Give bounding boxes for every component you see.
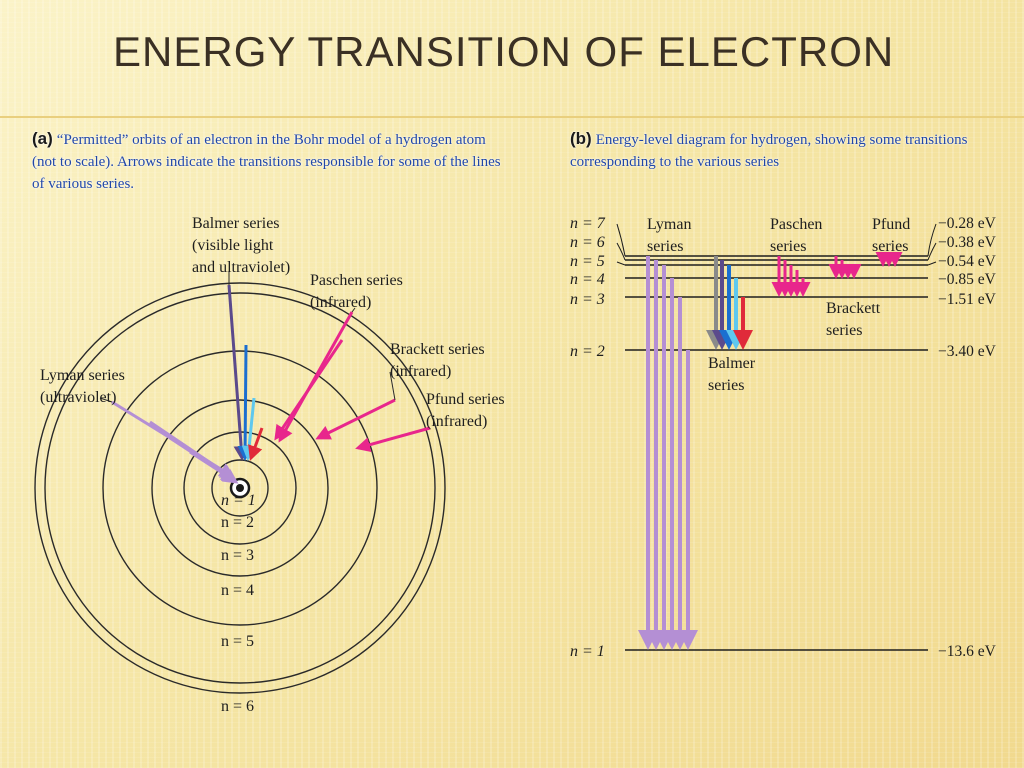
level-brackett-label-1: Brackett	[826, 300, 881, 317]
paschen-arrow	[274, 339, 344, 441]
level-energy-label: −3.40 eV	[938, 343, 997, 360]
level-lyman-label-2: series	[647, 238, 683, 255]
level-energy-label: −0.85 eV	[938, 271, 997, 288]
orbit-label-n1: n = 1	[221, 492, 256, 509]
level-lyman-label-1: Lyman	[647, 216, 691, 233]
level-balmer-arrows	[706, 256, 753, 350]
orbit-n5	[44, 292, 436, 684]
orbit-label-n5: n = 5	[221, 633, 254, 650]
bohr-lyman-arrows	[111, 400, 239, 484]
level-pfund-label-2: series	[872, 238, 908, 255]
orbit-n6	[34, 282, 446, 694]
level-energy-labels: −0.28 eV −0.38 eV −0.54 eV −0.85 eV −1.5…	[938, 215, 997, 660]
level-n-labels: n = 7 n = 6 n = 5 n = 4 n = 3 n = 2 n = …	[570, 215, 606, 660]
level-energy-label: −0.28 eV	[938, 215, 997, 232]
bohr-balmer-label-2: (visible light	[192, 237, 274, 254]
orbit-label-n6: n = 6	[221, 698, 254, 715]
level-paschen-arrows	[771, 256, 811, 297]
brackett-arrow	[315, 398, 396, 440]
slide-title: ENERGY TRANSITION OF ELECTRON	[113, 28, 895, 75]
level-energy-label: −0.38 eV	[938, 234, 997, 251]
level-brackett-arrows	[828, 256, 862, 279]
level-n-label: n = 3	[570, 291, 605, 308]
balmer-arrow-violet	[227, 284, 249, 461]
level-paschen-label-1: Paschen	[770, 216, 822, 233]
level-n-label: n = 2	[570, 343, 605, 360]
bohr-balmer-label-1: Balmer series	[192, 215, 280, 232]
level-energy-label: −0.54 eV	[938, 253, 997, 270]
bohr-paschen-label-1: Paschen series	[310, 272, 403, 289]
orbit-label-n4: n = 4	[221, 582, 254, 599]
bohr-brackett-label-2: (infrared)	[390, 363, 451, 380]
bohr-leaders	[228, 272, 396, 401]
level-paschen-label-2: series	[770, 238, 806, 255]
level-lyman-arrows	[638, 256, 698, 650]
level-n-label: n = 5	[570, 253, 605, 270]
bohr-balmer-label-3: and ultraviolet)	[192, 259, 290, 276]
orbit-labels: n = 1 n = 2 n = 3 n = 4 n = 5 n = 6	[221, 492, 256, 715]
caption-b-tag: (b)	[570, 129, 592, 148]
level-energy-label: −1.51 eV	[938, 291, 997, 308]
level-balmer-label-1: Balmer	[708, 355, 756, 372]
energy-levels	[625, 255, 928, 651]
orbit-n4	[102, 350, 378, 626]
balmer-arrow-blue	[237, 344, 253, 461]
caption-a-tag: (a)	[32, 129, 53, 148]
level-n-leaders	[616, 223, 626, 266]
level-n-label: n = 1	[570, 643, 605, 660]
bohr-pfund-label-2: (infrared)	[426, 413, 487, 430]
level-series-labels: Lyman series Paschen series Pfund series…	[647, 216, 910, 394]
level-energy-leaders	[927, 223, 937, 266]
level-energy-label: −13.6 eV	[938, 643, 997, 660]
bohr-model	[34, 282, 446, 694]
bohr-pfund-label-1: Pfund series	[426, 391, 505, 408]
level-pfund-label-1: Pfund	[872, 216, 910, 233]
bohr-paschen-label-2: (infrared)	[310, 294, 371, 311]
level-n-label: n = 7	[570, 215, 606, 232]
lyman-arrow	[204, 459, 239, 484]
bohr-balmer-arrows	[227, 284, 264, 461]
pfund-arrow	[355, 426, 431, 453]
level-brackett-label-2: series	[826, 322, 862, 339]
level-balmer-label-2: series	[708, 377, 744, 394]
caption-a-text: “Permitted” orbits of an electron in the…	[32, 132, 501, 192]
bohr-lyman-label-1: Lyman series	[40, 367, 125, 384]
level-n-label: n = 6	[570, 234, 605, 251]
title-divider	[0, 116, 1024, 118]
orbit-label-n3: n = 3	[221, 547, 254, 564]
bohr-series-labels: Balmer series (visible light and ultravi…	[40, 215, 505, 430]
orbit-label-n2: n = 2	[221, 514, 254, 531]
level-pfund-arrows	[875, 252, 903, 267]
bohr-brackett-label-1: Brackett series	[390, 341, 485, 358]
balmer-arrow-red	[248, 427, 264, 461]
level-n-label: n = 4	[570, 271, 605, 288]
caption-a: (a) “Permitted” orbits of an electron in …	[32, 128, 512, 195]
orbit-n3	[151, 399, 329, 577]
caption-b: (b) Energy-level diagram for hydrogen, sh…	[570, 128, 990, 173]
caption-b-text: Energy-level diagram for hydrogen, showi…	[570, 132, 968, 170]
bohr-infrared-arrows	[274, 311, 431, 453]
bohr-lyman-label-2: (ultraviolet)	[40, 389, 116, 406]
lyman-leader	[99, 397, 113, 403]
